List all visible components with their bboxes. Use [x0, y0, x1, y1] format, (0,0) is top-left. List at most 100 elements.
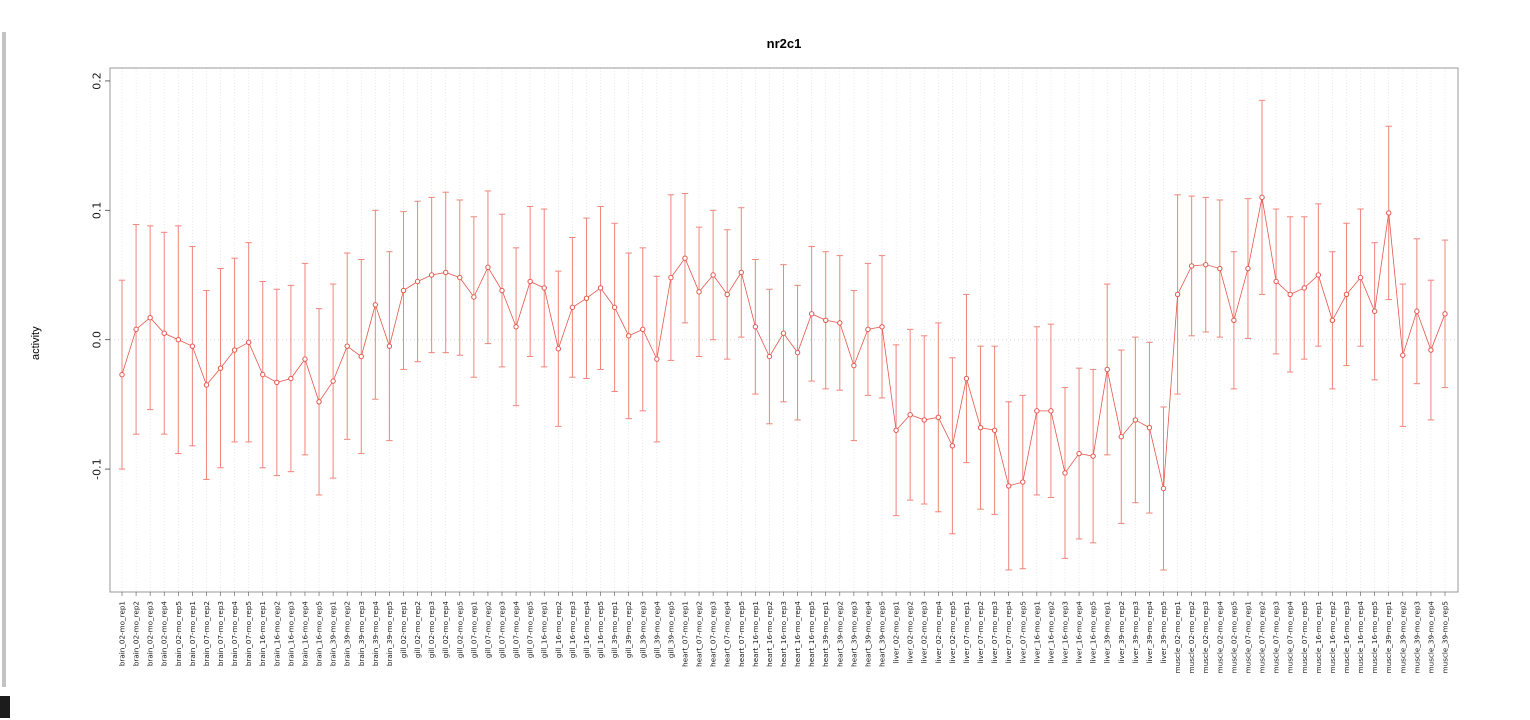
chart-title: nr2c1 — [766, 36, 802, 51]
svg-text:heart_16-mo_rep2: heart_16-mo_rep2 — [765, 601, 774, 667]
svg-text:muscle_02-mo_rep3: muscle_02-mo_rep3 — [1201, 601, 1210, 673]
svg-text:brain_07-mo_rep2: brain_07-mo_rep2 — [202, 601, 211, 666]
svg-text:gill_39-mo_rep5: gill_39-mo_rep5 — [666, 601, 675, 658]
svg-text:liver_16-mo_rep2: liver_16-mo_rep2 — [1046, 601, 1055, 663]
svg-text:muscle_07-mo_rep5: muscle_07-mo_rep5 — [1300, 601, 1309, 673]
svg-text:brain_39-mo_rep1: brain_39-mo_rep1 — [329, 601, 338, 666]
svg-text:gill_39-mo_rep4: gill_39-mo_rep4 — [652, 601, 661, 659]
svg-text:heart_07-mo_rep5: heart_07-mo_rep5 — [737, 601, 746, 667]
svg-text:muscle_02-mo_rep4: muscle_02-mo_rep4 — [1215, 601, 1224, 674]
svg-text:brain_16-mo_rep2: brain_16-mo_rep2 — [272, 601, 281, 666]
svg-text:heart_07-mo_rep2: heart_07-mo_rep2 — [695, 601, 704, 667]
svg-text:muscle_02-mo_rep5: muscle_02-mo_rep5 — [1229, 601, 1238, 673]
svg-text:muscle_16-mo_rep4: muscle_16-mo_rep4 — [1356, 601, 1365, 674]
svg-text:brain_16-mo_rep3: brain_16-mo_rep3 — [286, 601, 295, 666]
svg-text:gill_16-mo_rep3: gill_16-mo_rep3 — [568, 601, 577, 658]
svg-text:liver_39-mo_rep4: liver_39-mo_rep4 — [1145, 601, 1154, 664]
svg-text:brain_16-mo_rep4: brain_16-mo_rep4 — [300, 601, 309, 667]
svg-text:heart_16-mo_rep4: heart_16-mo_rep4 — [793, 601, 802, 667]
svg-text:brain_07-mo_rep1: brain_07-mo_rep1 — [188, 601, 197, 666]
svg-text:gill_39-mo_rep2: gill_39-mo_rep2 — [624, 601, 633, 658]
svg-text:muscle_02-mo_rep2: muscle_02-mo_rep2 — [1187, 601, 1196, 673]
svg-text:brain_07-mo_rep5: brain_07-mo_rep5 — [244, 601, 253, 666]
svg-text:brain_02-mo_rep3: brain_02-mo_rep3 — [146, 601, 155, 666]
svg-text:liver_39-mo_rep2: liver_39-mo_rep2 — [1117, 601, 1126, 663]
svg-text:gill_16-mo_rep2: gill_16-mo_rep2 — [554, 601, 563, 658]
svg-text:gill_16-mo_rep4: gill_16-mo_rep4 — [582, 601, 591, 659]
svg-text:liver_39-mo_rep3: liver_39-mo_rep3 — [1131, 601, 1140, 663]
svg-text:heart_07-mo_rep1: heart_07-mo_rep1 — [680, 601, 689, 667]
svg-text:brain_39-mo_rep3: brain_39-mo_rep3 — [357, 601, 366, 666]
svg-text:muscle_39-mo_rep1: muscle_39-mo_rep1 — [1384, 601, 1393, 673]
svg-text:liver_07-mo_rep4: liver_07-mo_rep4 — [1004, 601, 1013, 664]
svg-text:liver_02-mo_rep5: liver_02-mo_rep5 — [948, 601, 957, 663]
svg-text:liver_07-mo_rep3: liver_07-mo_rep3 — [990, 601, 999, 663]
svg-text:liver_07-mo_rep1: liver_07-mo_rep1 — [962, 601, 971, 663]
svg-text:gill_07-mo_rep2: gill_07-mo_rep2 — [483, 601, 492, 658]
svg-text:liver_16-mo_rep4: liver_16-mo_rep4 — [1075, 601, 1084, 664]
svg-text:muscle_02-mo_rep1: muscle_02-mo_rep1 — [1173, 601, 1182, 673]
svg-text:brain_02-mo_rep1: brain_02-mo_rep1 — [118, 601, 127, 666]
svg-text:liver_16-mo_rep5: liver_16-mo_rep5 — [1089, 601, 1098, 663]
svg-text:liver_02-mo_rep1: liver_02-mo_rep1 — [892, 601, 901, 663]
corner-artifact — [0, 696, 10, 718]
svg-text:muscle_39-mo_rep2: muscle_39-mo_rep2 — [1398, 601, 1407, 673]
svg-text:liver_02-mo_rep4: liver_02-mo_rep4 — [934, 601, 943, 664]
svg-text:gill_07-mo_rep4: gill_07-mo_rep4 — [512, 601, 521, 659]
svg-text:gill_07-mo_rep5: gill_07-mo_rep5 — [526, 601, 535, 658]
svg-text:liver_39-mo_rep1: liver_39-mo_rep1 — [1103, 601, 1112, 663]
svg-text:gill_02-mo_rep5: gill_02-mo_rep5 — [455, 601, 464, 658]
svg-text:muscle_16-mo_rep5: muscle_16-mo_rep5 — [1370, 601, 1379, 673]
svg-text:gill_16-mo_rep5: gill_16-mo_rep5 — [596, 601, 605, 658]
svg-text:brain_16-mo_rep5: brain_16-mo_rep5 — [315, 601, 324, 666]
svg-text:liver_07-mo_rep5: liver_07-mo_rep5 — [1018, 601, 1027, 663]
pane-edge-strip — [2, 32, 6, 687]
svg-text:brain_02-mo_rep2: brain_02-mo_rep2 — [132, 601, 141, 666]
svg-text:heart_39-mo_rep5: heart_39-mo_rep5 — [878, 601, 887, 667]
svg-text:gill_07-mo_rep1: gill_07-mo_rep1 — [469, 601, 478, 658]
svg-text:muscle_07-mo_rep3: muscle_07-mo_rep3 — [1272, 601, 1281, 673]
svg-text:muscle_16-mo_rep1: muscle_16-mo_rep1 — [1314, 601, 1323, 673]
svg-text:heart_39-mo_rep1: heart_39-mo_rep1 — [821, 601, 830, 667]
svg-text:heart_07-mo_rep3: heart_07-mo_rep3 — [709, 601, 718, 667]
svg-text:brain_07-mo_rep3: brain_07-mo_rep3 — [216, 601, 225, 666]
svg-text:brain_07-mo_rep4: brain_07-mo_rep4 — [230, 601, 239, 667]
svg-text:0.2: 0.2 — [91, 72, 104, 90]
svg-text:0.0: 0.0 — [91, 331, 104, 349]
svg-text:gill_02-mo_rep4: gill_02-mo_rep4 — [441, 601, 450, 659]
svg-text:gill_02-mo_rep1: gill_02-mo_rep1 — [399, 601, 408, 658]
svg-text:brain_39-mo_rep2: brain_39-mo_rep2 — [343, 601, 352, 666]
svg-text:muscle_39-mo_rep4: muscle_39-mo_rep4 — [1426, 601, 1435, 674]
svg-text:heart_16-mo_rep5: heart_16-mo_rep5 — [807, 601, 816, 667]
svg-text:muscle_07-mo_rep1: muscle_07-mo_rep1 — [1243, 601, 1252, 673]
svg-text:gill_16-mo_rep1: gill_16-mo_rep1 — [540, 601, 549, 658]
svg-text:heart_39-mo_rep3: heart_39-mo_rep3 — [849, 601, 858, 667]
svg-text:gill_07-mo_rep3: gill_07-mo_rep3 — [498, 601, 507, 658]
svg-text:liver_02-mo_rep2: liver_02-mo_rep2 — [906, 601, 915, 663]
svg-text:liver_07-mo_rep2: liver_07-mo_rep2 — [976, 601, 985, 663]
svg-text:liver_02-mo_rep3: liver_02-mo_rep3 — [920, 601, 929, 663]
svg-text:gill_39-mo_rep1: gill_39-mo_rep1 — [610, 601, 619, 658]
svg-text:heart_16-mo_rep1: heart_16-mo_rep1 — [751, 601, 760, 667]
svg-text:brain_39-mo_rep5: brain_39-mo_rep5 — [385, 601, 394, 666]
svg-text:brain_02-mo_rep4: brain_02-mo_rep4 — [160, 601, 169, 667]
svg-text:-0.1: -0.1 — [91, 458, 104, 479]
svg-text:brain_16-mo_rep1: brain_16-mo_rep1 — [258, 601, 267, 666]
svg-text:gill_39-mo_rep3: gill_39-mo_rep3 — [638, 601, 647, 658]
svg-text:liver_39-mo_rep5: liver_39-mo_rep5 — [1159, 601, 1168, 663]
svg-text:gill_02-mo_rep3: gill_02-mo_rep3 — [427, 601, 436, 658]
svg-text:heart_07-mo_rep4: heart_07-mo_rep4 — [723, 601, 732, 667]
svg-text:liver_16-mo_rep1: liver_16-mo_rep1 — [1032, 601, 1041, 663]
svg-text:brain_39-mo_rep4: brain_39-mo_rep4 — [371, 601, 380, 667]
svg-text:brain_02-mo_rep5: brain_02-mo_rep5 — [174, 601, 183, 666]
svg-text:heart_39-mo_rep4: heart_39-mo_rep4 — [863, 601, 872, 667]
svg-text:muscle_07-mo_rep4: muscle_07-mo_rep4 — [1286, 601, 1295, 674]
svg-text:liver_16-mo_rep3: liver_16-mo_rep3 — [1060, 601, 1069, 663]
svg-text:muscle_07-mo_rep2: muscle_07-mo_rep2 — [1258, 601, 1267, 673]
svg-text:heart_39-mo_rep2: heart_39-mo_rep2 — [835, 601, 844, 667]
svg-text:muscle_39-mo_rep3: muscle_39-mo_rep3 — [1412, 601, 1421, 673]
svg-text:heart_16-mo_rep3: heart_16-mo_rep3 — [779, 601, 788, 667]
svg-text:0.1: 0.1 — [91, 202, 104, 220]
